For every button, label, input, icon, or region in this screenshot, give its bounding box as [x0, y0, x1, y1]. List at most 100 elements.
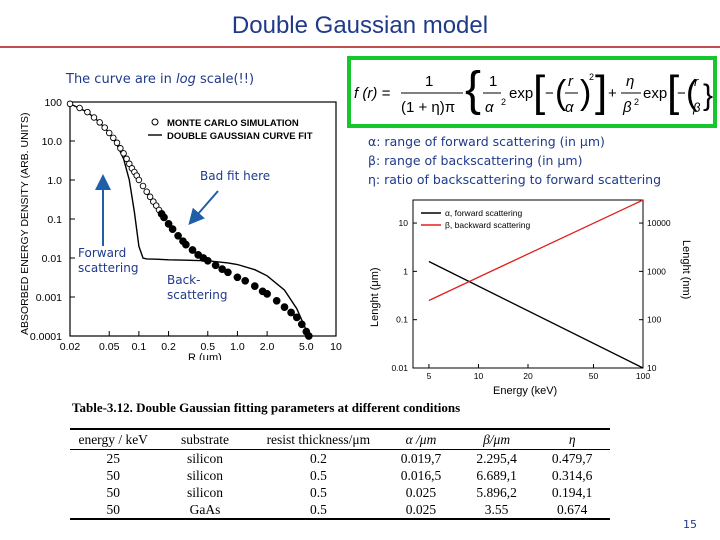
column-header: energy / keV	[70, 428, 157, 450]
table-cell: 50	[106, 484, 120, 500]
mc-point	[110, 134, 117, 142]
formula-exp1: exp	[509, 85, 533, 102]
mc-point	[66, 100, 74, 108]
forward-line-2: scattering	[78, 261, 139, 275]
log-note-prefix: The curve are in	[66, 72, 177, 87]
x-axis-label: R (μm)	[188, 352, 222, 360]
table-cell: 0.025	[405, 484, 437, 500]
y-axis-label-right: Lenght (nm)	[680, 240, 692, 299]
formula-sq-1: 2	[589, 72, 594, 82]
table-cell: silicon	[186, 467, 223, 483]
x-tick-label: 20	[523, 371, 533, 381]
title-divider	[0, 46, 720, 48]
y-tick-label: 0.001	[36, 292, 62, 304]
fitting-parameters-table: energy / keV substrate resist thickness/μm…	[70, 428, 610, 520]
formula-alpha-sup: 2	[501, 97, 506, 107]
table-cell: 0.5	[253, 501, 384, 520]
x-tick-label: 2.0	[260, 341, 275, 353]
table-cell: 6.689,1	[476, 467, 517, 483]
mc-point	[188, 246, 197, 254]
legend-label-fit: DOUBLE GAUSSIAN CURVE FIT	[167, 131, 313, 142]
table-row: 50 silicon 0.5 0.025 5.896,2 0.194,1	[70, 484, 610, 501]
column-header: α /μm	[383, 428, 459, 450]
legend-label-beta: β, backward scattering	[445, 220, 530, 230]
formula-brace-close: }	[703, 79, 713, 112]
table-cell: GaAs	[156, 501, 254, 520]
formula-beta-sup: 2	[634, 97, 639, 107]
double-gaussian-formula: f (r) = 1 (1 + η)π { 1 α 2 exp [ − ( r α…	[354, 63, 713, 116]
mc-point	[123, 155, 130, 163]
definition-beta: β: range of backscattering (in μm)	[368, 153, 583, 168]
formula-r2: r	[694, 74, 699, 89]
column-header: substrate	[156, 428, 254, 450]
formula-bracket-1: [	[533, 67, 545, 116]
formula-exp2: exp	[643, 85, 667, 102]
mc-point	[272, 296, 281, 305]
formula-brace-open: {	[465, 63, 481, 116]
log-note-emphasis: log	[176, 72, 196, 87]
formula-num1: 1	[425, 73, 433, 90]
table-cell: 2.295,4	[476, 450, 517, 466]
mc-point	[250, 282, 259, 290]
bad-fit-annotation: Bad fit here	[200, 169, 271, 183]
mc-point	[96, 119, 103, 126]
y-tick-label: 0.1	[396, 315, 408, 325]
x-tick-label: 100	[636, 371, 650, 381]
forward-line-1: Forward	[78, 246, 127, 260]
mc-point	[164, 220, 173, 228]
x-tick-label: 5	[427, 371, 432, 381]
parameter-definitions: α: range of forward scattering (in μm) β…	[368, 132, 661, 189]
page-number: 15	[683, 518, 697, 531]
mc-point	[113, 139, 121, 147]
y-axis-label-left: Lenght (μm)	[369, 267, 381, 327]
formula-paren-2: )	[580, 74, 591, 112]
back-line-1: Back-	[167, 273, 201, 287]
forward-scattering-annotation: Forward scattering	[78, 246, 139, 276]
mc-point	[117, 145, 124, 152]
x-tick-label: 0.2	[161, 341, 176, 353]
formula-num2: 1	[489, 73, 497, 90]
formula-minus-2: −	[677, 85, 686, 102]
y-tick-label-right: 10000	[647, 218, 671, 228]
mc-point	[241, 276, 250, 285]
mc-point	[146, 193, 154, 201]
mc-point	[76, 104, 83, 112]
y-tick-label: 1.0	[47, 175, 62, 187]
formula-r1: r	[568, 73, 574, 90]
mc-point	[160, 213, 168, 222]
mc-point	[139, 182, 147, 190]
formula-den2: α	[485, 99, 494, 116]
formula-minus-1: −	[545, 85, 554, 102]
beta-line	[428, 199, 644, 302]
mc-point	[84, 108, 91, 116]
table-cell: 0.674	[534, 501, 610, 520]
mc-point	[218, 265, 227, 273]
x-tick-label: 0.02	[60, 341, 81, 353]
formula-paren-1: (	[555, 74, 567, 112]
mc-point	[280, 303, 289, 311]
mc-point	[287, 308, 295, 317]
table-cell: silicon	[186, 484, 223, 500]
table-cell: silicon	[186, 450, 223, 466]
column-header: β/μm	[458, 428, 535, 450]
legend-label-alpha: α, forward scattering	[445, 208, 522, 218]
x-tick-label: 10	[474, 371, 484, 381]
mc-point	[304, 332, 313, 340]
mc-point	[174, 231, 182, 240]
table-row: 50 GaAs 0.5 0.025 3.55 0.674	[70, 501, 610, 520]
legend-label-mc: MONTE CARLO SIMULATION	[167, 118, 299, 129]
y-tick-label: 10.0	[42, 136, 63, 148]
table-cell: 50	[70, 501, 157, 520]
log-scale-note: The curve are in log scale(!!)	[66, 72, 254, 87]
table-cell: 0.025	[383, 501, 459, 520]
y-tick-label: 0.1	[47, 214, 62, 226]
table-cell: 0.479,7	[551, 450, 593, 466]
column-header: η	[534, 428, 610, 450]
formula-den1: (1 + η)π	[401, 99, 455, 116]
alpha-line	[428, 260, 644, 369]
mc-point	[143, 188, 150, 195]
table-cell: 0.314,6	[551, 467, 593, 483]
mc-point	[297, 320, 306, 329]
table-header-row: energy / keV substrate resist thickness/μm…	[70, 428, 610, 450]
table-row: 50 silicon 0.5 0.016,5 6.689,1 0.314,6	[70, 467, 610, 484]
